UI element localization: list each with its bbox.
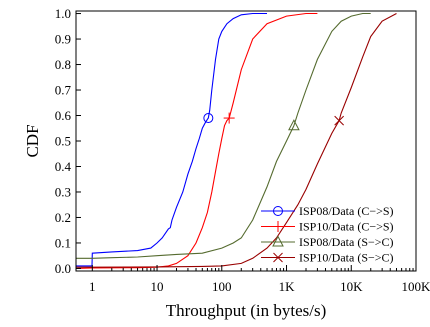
axis-ticks: 0.0 0.1 0.2 0.3 0.4 0.5 0.6 0.7 0.8 0.9 1.0 1 10 100 1…: [55, 6, 430, 294]
legend-label-1: ISP08/Data (C−>S): [299, 204, 394, 218]
y-tick-label: 0.2: [55, 210, 71, 225]
x-tick-label: 100K: [402, 279, 430, 294]
x-tick-label: 100: [212, 279, 232, 294]
x-tick-label: 1: [89, 279, 96, 294]
series-line-3: [76, 12, 371, 259]
y-tick-label: 0.8: [55, 57, 71, 72]
plot-lines: [75, 12, 397, 270]
series-line-1: [76, 12, 267, 267]
y-tick-label: 0.7: [55, 83, 72, 98]
y-tick-label: 0.6: [55, 108, 72, 123]
y-tick-label: 0.9: [55, 32, 71, 47]
x-tick-label: 10: [151, 279, 164, 294]
x-tick-label: 1K: [279, 279, 296, 294]
x-tick-label: 10K: [340, 279, 363, 294]
series-marker-3: [288, 119, 300, 131]
legend-label-4: ISP10/Data (S−>C): [299, 251, 394, 265]
x-axis-label: Throughput (in bytes/s): [166, 301, 327, 320]
series-line-4: [76, 13, 397, 268]
legend-marker-4: [273, 252, 283, 263]
y-tick-label: 1.0: [55, 6, 71, 21]
legend: ISP08/Data (C−>S) ISP10/Data (C−>S)ISP08/…: [261, 204, 394, 265]
series-marker-1: [203, 113, 214, 124]
y-axis-label: CDF: [23, 124, 42, 157]
legend-marker-1: [273, 206, 283, 216]
legend-marker-2: [272, 221, 284, 232]
y-tick-label: 0.5: [55, 134, 71, 149]
legend-label-3: ISP08/Data (S−>C): [299, 235, 394, 249]
legend-marker-3: [272, 235, 284, 247]
y-tick-label: 0.1: [55, 235, 71, 250]
y-tick-label: 0.4: [55, 159, 72, 174]
y-tick-label: 0.3: [55, 184, 71, 199]
series-line-2: [75, 12, 318, 270]
series-marker-2: [223, 112, 235, 124]
y-tick-label: 0.0: [55, 261, 71, 276]
plot-markers: [203, 112, 345, 131]
series-marker-4: [334, 115, 345, 126]
legend-label-2: ISP10/Data (C−>S): [299, 220, 394, 234]
